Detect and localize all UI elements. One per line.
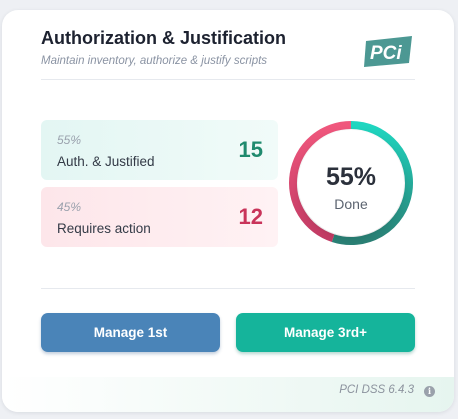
progress-donut: 55% Done bbox=[287, 119, 415, 247]
manage-1st-button[interactable]: Manage 1st bbox=[41, 313, 220, 352]
info-icon[interactable]: i bbox=[424, 386, 435, 397]
card-title: Authorization & Justification bbox=[41, 28, 286, 48]
card-subtitle: Maintain inventory, authorize & justify … bbox=[41, 55, 268, 67]
stat-percent: 45% bbox=[57, 200, 82, 214]
donut-arc-action bbox=[289, 121, 352, 242]
section-divider bbox=[41, 288, 415, 289]
card-footer: PCI DSS 6.4.3 i bbox=[2, 377, 454, 412]
donut-percent: 55% bbox=[325, 163, 377, 191]
donut-arc-done bbox=[331, 121, 413, 245]
svg-text:PCi: PCi bbox=[370, 43, 402, 64]
stat-count: 12 bbox=[238, 204, 263, 229]
pci-logo-icon: PCi bbox=[364, 36, 412, 67]
donut-label: Done bbox=[334, 196, 368, 212]
header-divider bbox=[41, 79, 415, 80]
donut-center bbox=[298, 130, 404, 236]
stat-requires-action: 45% Requires action 12 bbox=[41, 187, 278, 247]
authorization-card: Authorization & Justification Maintain i… bbox=[2, 10, 454, 412]
stat-percent: 55% bbox=[57, 133, 82, 147]
manage-3rd-party-button[interactable]: Manage 3rd+ bbox=[236, 313, 415, 352]
stat-label: Requires action bbox=[57, 221, 151, 236]
stat-label: Auth. & Justified bbox=[57, 154, 155, 169]
stat-auth-justified: 55% Auth. & Justified 15 bbox=[41, 120, 278, 180]
version-label: PCI DSS 6.4.3 bbox=[339, 384, 414, 396]
donut-ring bbox=[289, 121, 413, 245]
stat-count: 15 bbox=[238, 137, 263, 162]
